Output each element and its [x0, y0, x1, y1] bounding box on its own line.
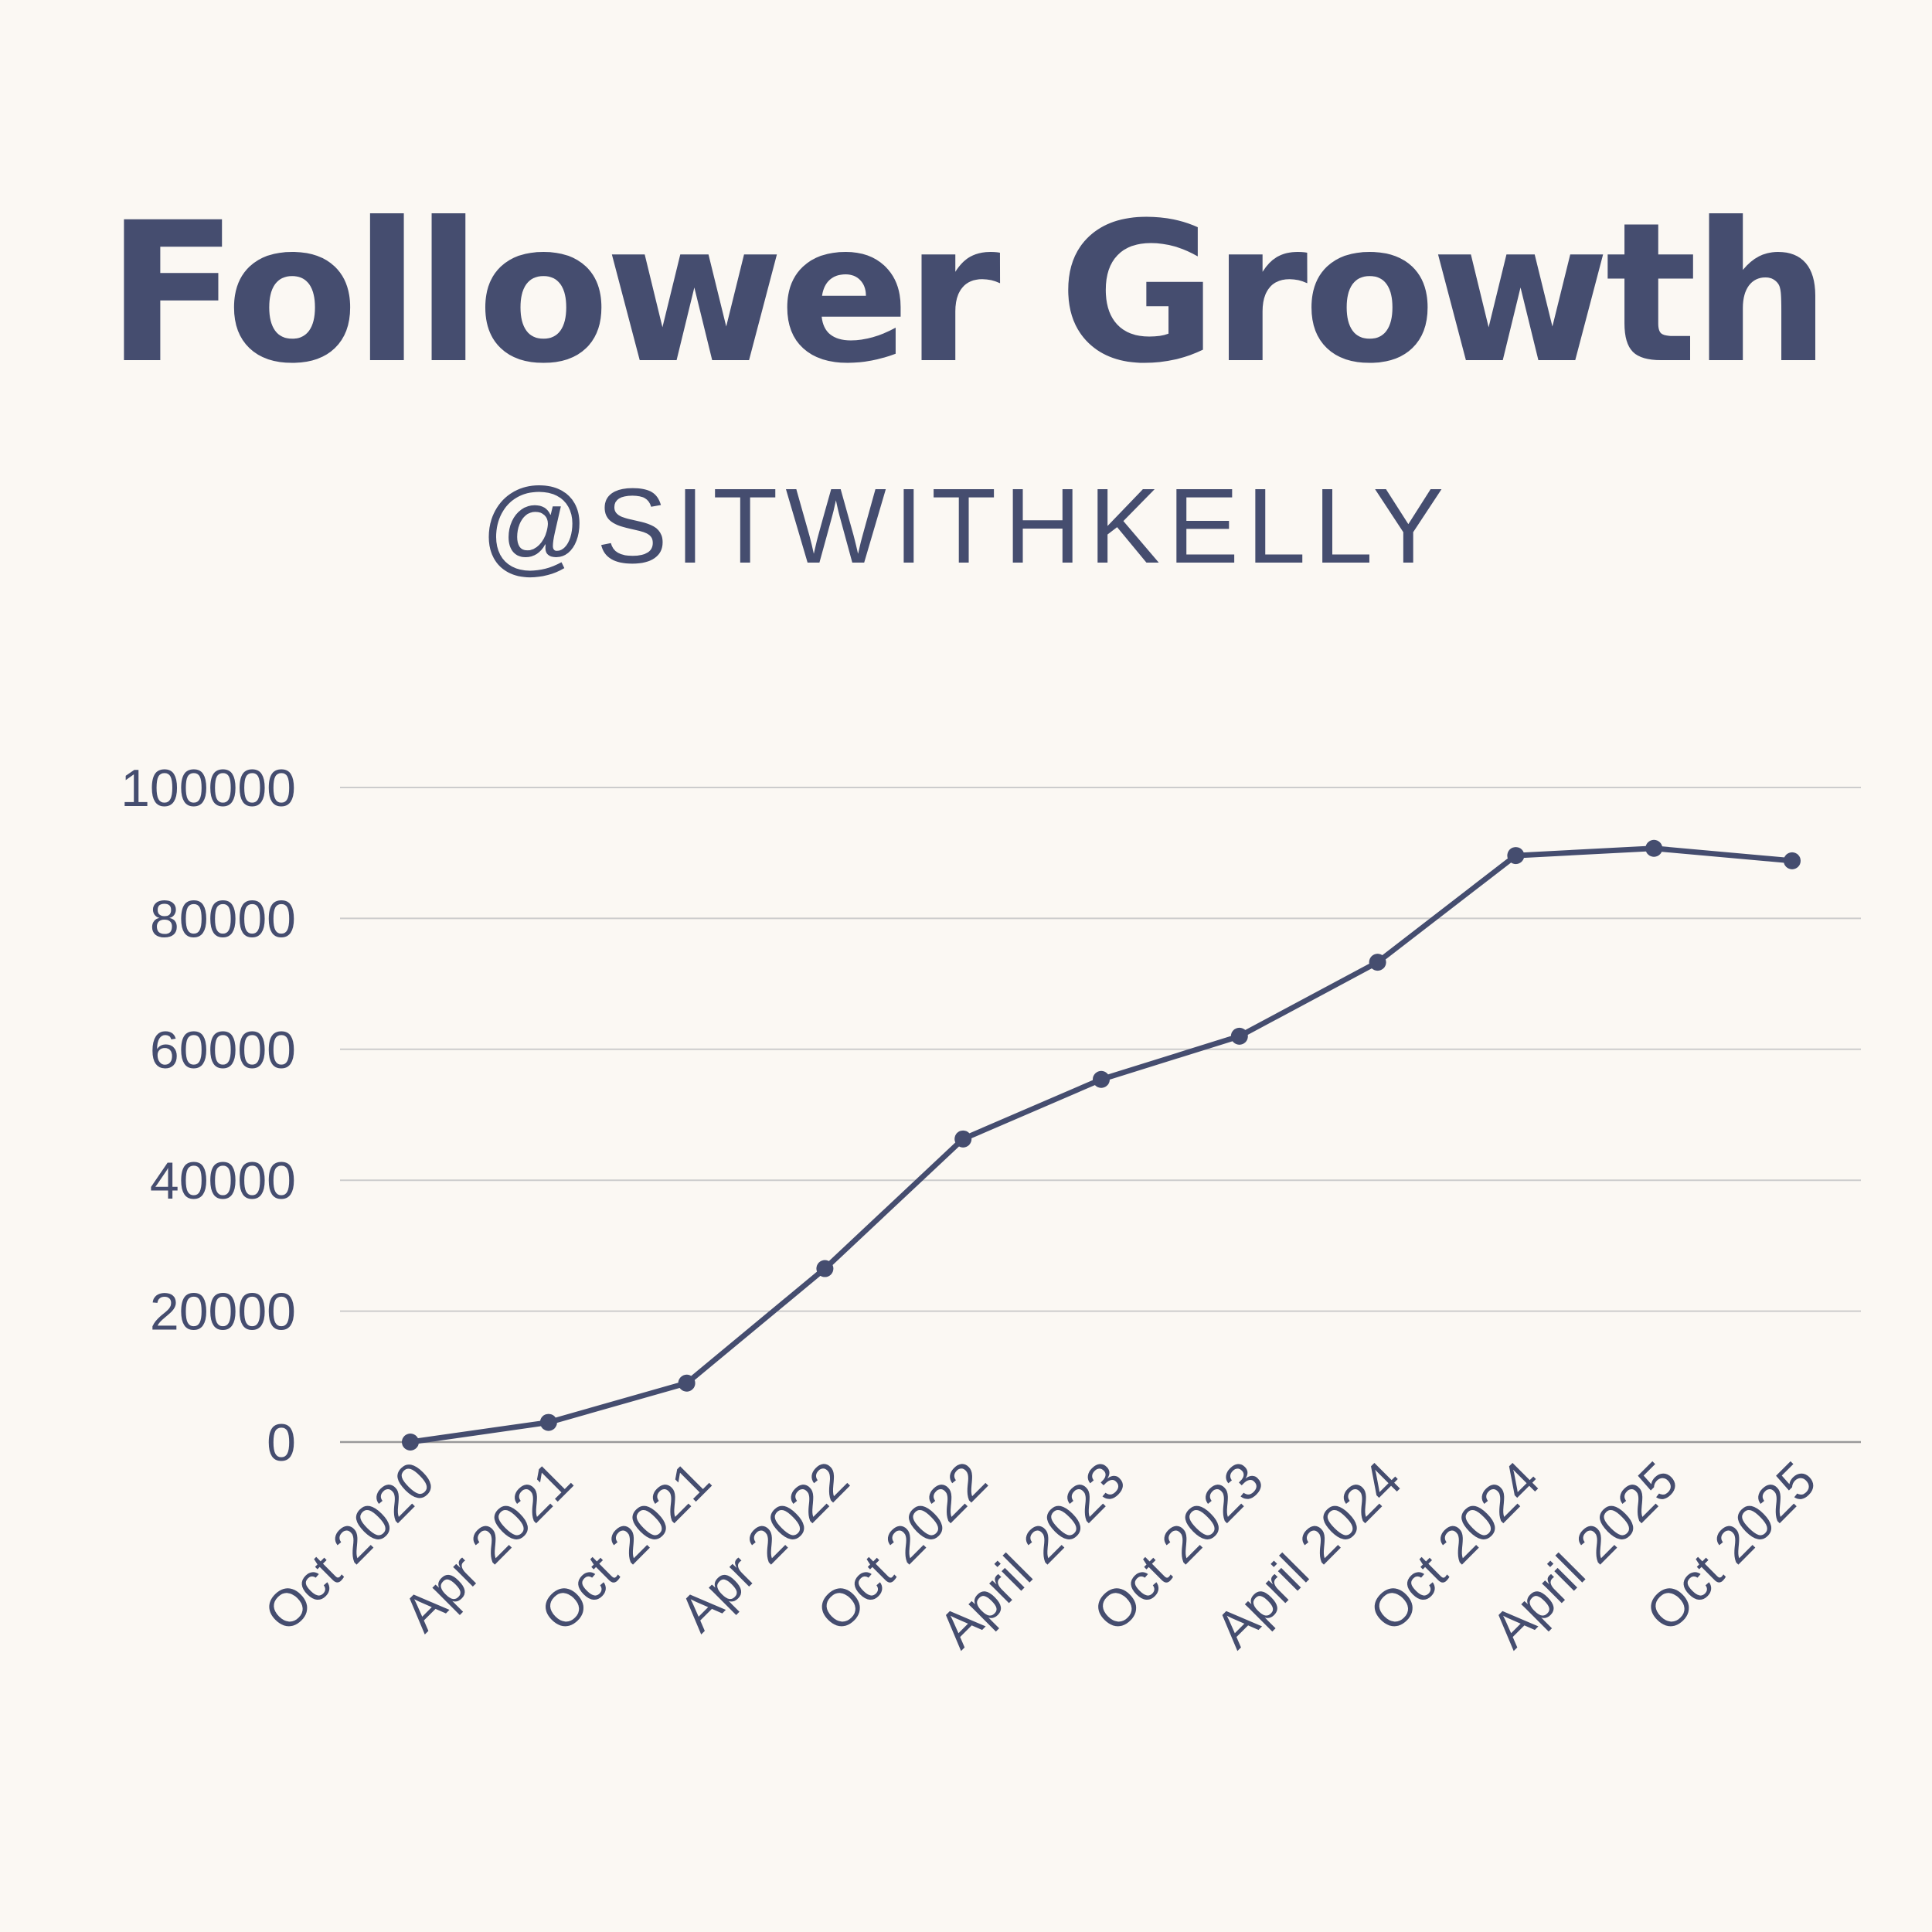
data-point: [1507, 847, 1525, 865]
data-point: [954, 1130, 972, 1148]
chart-title: Follower Growth: [106, 181, 1830, 406]
data-point: [1645, 839, 1663, 857]
y-tick-label: 100000: [121, 759, 296, 818]
data-point: [402, 1434, 419, 1451]
data-point: [678, 1374, 696, 1392]
y-tick-label: 40000: [150, 1151, 296, 1210]
data-point: [816, 1260, 834, 1277]
y-tick-label: 80000: [150, 889, 296, 948]
series-line: [407, 845, 1795, 1445]
y-tick-label: 0: [267, 1413, 296, 1472]
data-point: [1230, 1027, 1248, 1045]
series-follower-count: [402, 839, 1801, 1451]
y-tick-label: 20000: [150, 1283, 296, 1342]
data-point: [1369, 954, 1386, 971]
y-tick-label: 60000: [150, 1021, 296, 1080]
data-point: [1093, 1070, 1110, 1088]
data-point: [1784, 852, 1801, 869]
grid-lines: [340, 787, 1861, 1444]
chart-subtitle: @SITWITHKELLY: [480, 467, 1452, 586]
data-point: [539, 1413, 557, 1431]
y-axis-ticks: 0 20000 40000 60000 80000 100000: [121, 759, 296, 1472]
